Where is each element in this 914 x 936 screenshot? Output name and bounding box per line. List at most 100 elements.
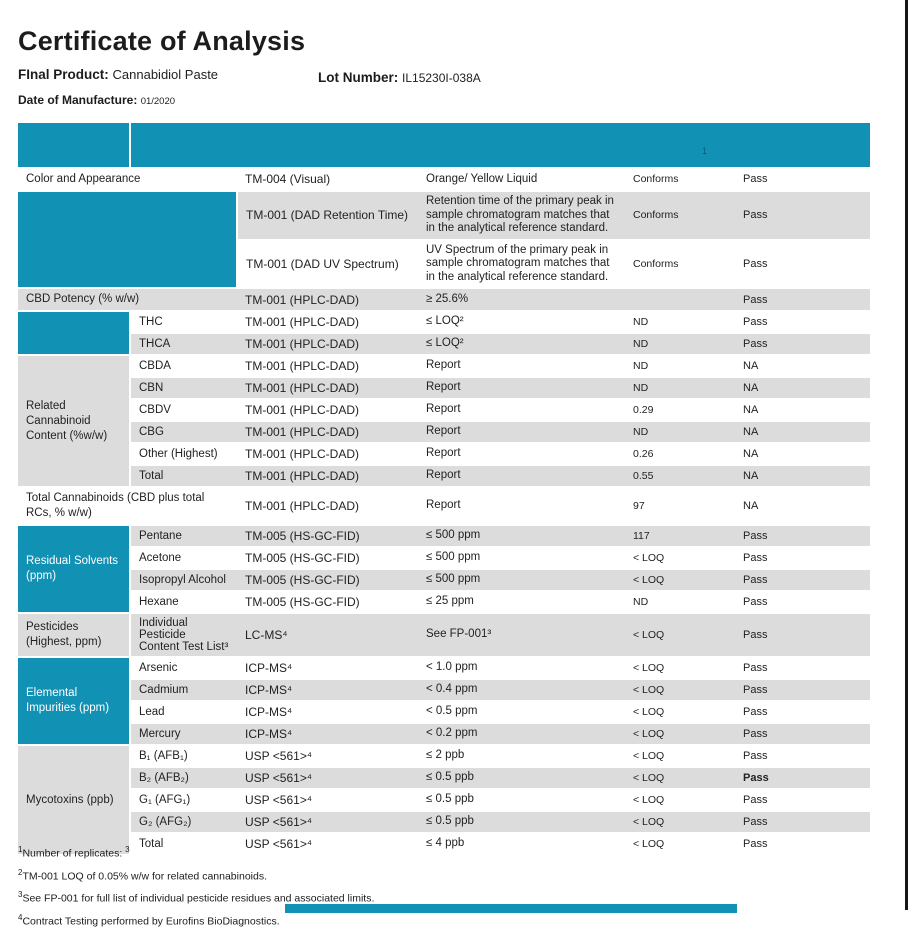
method-cell: TM-004 (Visual) [237,168,418,192]
table-row: CBDV TM-001 (HPLC-DAD) Report 0.29 NA [18,399,871,423]
page-title: Certificate of Analysis [18,26,306,56]
footnote: 4Contract Testing performed by Eurofins … [18,912,280,928]
analyte-cell: Total [130,465,237,489]
table-row: Color and Appearance TM-004 (Visual) Orang… [18,168,871,192]
status-cell: NA [735,377,871,401]
footnote: 3See FP-001 for full list of individual … [18,890,375,905]
method-cell: TM-001 (HPLC-DAD) [237,399,418,423]
specification-cell: Report [418,443,625,467]
table-row: Total TM-001 (HPLC-DAD) Report 0.55 NA [18,465,871,489]
table-body: Color and Appearance TM-004 (Visual) Orang… [18,168,871,857]
specification-cell: < 1.0 ppm [418,657,625,681]
group-cell: Residual Solvents (ppm) [18,525,131,615]
method-cell: TM-001 (HPLC-DAD) [237,443,418,467]
analyte-cell: G₂ (AFG₂) [130,811,237,835]
status-cell: Pass [735,701,871,725]
result-cell: ND [625,355,735,379]
header-artifact: 1 [702,145,708,156]
result-cell: ND [625,377,735,401]
table-row: Hexane TM-005 (HS-GC-FID) ≤ 25 ppm ND Pass [18,591,871,615]
table-row: Lead ICP-MS⁴ < 0.5 ppm < LOQ Pass [18,701,871,725]
specification-cell: ≤ LOQ² [418,311,625,335]
table-row: Elemental Impurities (ppm) Arsenic ICP-MS⁴… [18,657,871,747]
specification-cell: See FP-001³ [418,613,625,659]
status-cell: Pass [735,190,871,241]
specification-cell: ≤ 500 ppm [418,547,625,571]
footnote-marker: 3 [18,890,23,900]
status-cell: Pass [735,657,871,681]
result-cell: < LOQ [625,745,735,769]
group-cell: Related Cannabinoid Content (%w/w) [18,355,131,489]
table-header-main-cell: 1 [130,123,871,169]
result-cell: < LOQ [625,547,735,571]
status-cell: NA [735,487,871,527]
specification-cell: ≤ 2 ppb [418,745,625,769]
footnote-marker: 1 [18,845,23,854]
status-cell: Pass [735,288,871,313]
group-cell: Total Cannabinoids (CBD plus total RCs, … [18,487,237,527]
method-cell: TM-001 (DAD Retention Time) [237,190,418,241]
status-cell: Pass [735,811,871,835]
method-cell: ICP-MS⁴ [237,723,418,747]
method-cell: USP <561>⁴ [237,833,418,857]
method-cell: TM-005 (HS-GC-FID) [237,569,418,593]
specification-cell: Retention time of the primary peak in sa… [418,190,625,241]
status-cell: NA [735,355,871,379]
status-cell: Pass [735,591,871,615]
analyte-cell: CBDA [130,355,237,379]
result-cell: < LOQ [625,789,735,813]
result-cell: ND [625,591,735,615]
table-row: Residual Solvents (ppm) Pentane TM-005 (HS… [18,525,871,615]
analyte-cell: Pentane [130,525,237,549]
specification-cell: ≤ 0.5 ppb [418,811,625,835]
table-row: Pesticides (Highest, ppm) Individual Pest… [18,613,871,659]
method-cell: TM-001 (HPLC-DAD) [237,465,418,489]
specification-cell: Report [418,487,625,527]
final-product-label: FInal Product: [18,67,109,82]
table-row: Total Cannabinoids (CBD plus total RCs, … [18,487,871,527]
method-cell: ICP-MS⁴ [237,657,418,681]
analyte-cell: Total [130,833,237,857]
status-cell: Pass [735,679,871,703]
table-row: THCA TM-001 (HPLC-DAD) ≤ LOQ² ND Pass [18,333,871,357]
specification-cell: Report [418,399,625,423]
analyte-cell: Arsenic [130,657,237,681]
result-cell: 0.29 [625,399,735,423]
table-row: TM-001 (DAD Retention Time) Retention tim… [18,190,871,290]
method-cell: TM-001 (HPLC-DAD) [237,421,418,445]
analyte-cell: THC [130,311,237,335]
manufacture-date-label: Date of Manufacture: [18,93,138,107]
final-product-value: Cannabidiol Paste [112,67,219,82]
lot-number-line: Lot Number: IL15230I-038A [318,70,481,85]
result-cell [625,288,735,313]
analyte-cell: CBDV [130,399,237,423]
group-cell: Mycotoxins (ppb) [18,745,131,857]
status-cell: NA [735,421,871,445]
manufacture-date-line: Date of Manufacture: 01/2020 [18,93,175,107]
method-cell: TM-001 (HPLC-DAD) [237,355,418,379]
table-row: CBN TM-001 (HPLC-DAD) Report ND NA [18,377,871,401]
lot-number-label: Lot Number: [318,70,399,85]
table-row: Mercury ICP-MS⁴ < 0.2 ppm < LOQ Pass [18,723,871,747]
analyte-cell: Isopropyl Alcohol [130,569,237,593]
status-cell: NA [735,399,871,423]
table-row: CBG TM-001 (HPLC-DAD) Report ND NA [18,421,871,445]
specification-cell: Report [418,355,625,379]
status-cell: Pass [735,569,871,593]
table-row: CBD Potency (% w/w) TM-001 (HPLC-DAD) ≥ 25… [18,288,871,313]
bottom-accent-bar [285,904,737,913]
status-cell: Pass [735,767,871,791]
result-cell: < LOQ [625,569,735,593]
status-cell: Pass [735,168,871,192]
specification-cell: Report [418,421,625,445]
status-cell: NA [735,465,871,489]
footnote-tail: 3 [125,845,130,854]
method-cell: ICP-MS⁴ [237,701,418,725]
table-row: Mycotoxins (ppb) B₁ (AFB₁) USP <561>⁴ ≤ 2 p… [18,745,871,857]
status-cell: Pass [735,239,871,290]
specification-cell: ≤ 0.5 ppb [418,789,625,813]
result-cell: < LOQ [625,767,735,791]
table-row: Isopropyl Alcohol TM-005 (HS-GC-FID) ≤ 500… [18,569,871,593]
group-cell: CBD Potency (% w/w) [18,288,237,313]
status-cell: Pass [735,833,871,857]
